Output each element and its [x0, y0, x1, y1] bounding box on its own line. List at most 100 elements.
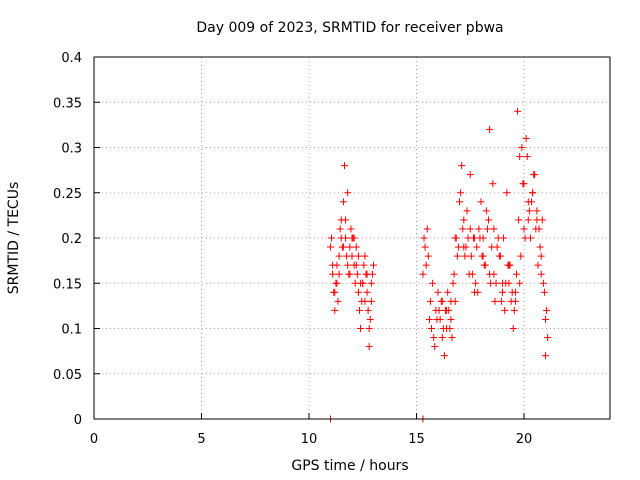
data-point — [495, 252, 503, 260]
data-point — [512, 270, 520, 278]
y-tick-label: 0.15 — [53, 277, 82, 292]
y-tick-label: 0.35 — [53, 96, 82, 111]
data-point — [479, 234, 487, 242]
data-point — [497, 297, 505, 305]
data-point — [365, 343, 373, 351]
data-point — [509, 325, 517, 332]
data-point — [423, 225, 431, 233]
data-point — [438, 297, 446, 305]
data-points — [327, 107, 552, 423]
data-point — [331, 306, 339, 314]
data-point — [467, 252, 475, 260]
data-point — [489, 180, 497, 188]
data-point — [461, 252, 469, 260]
data-point — [478, 252, 486, 260]
data-point — [474, 288, 482, 296]
data-point — [519, 180, 527, 188]
data-point — [516, 153, 524, 161]
data-point — [463, 207, 471, 215]
data-point — [457, 189, 465, 197]
data-point — [449, 279, 457, 287]
data-point — [431, 343, 439, 351]
data-point — [537, 252, 545, 260]
data-point — [536, 243, 544, 251]
data-point — [521, 234, 529, 242]
data-point — [486, 270, 494, 278]
data-point — [346, 243, 354, 251]
data-point — [357, 325, 365, 332]
data-point — [471, 234, 479, 242]
data-point — [354, 288, 362, 296]
data-point — [348, 234, 356, 242]
data-point — [533, 216, 541, 224]
data-point — [433, 315, 441, 323]
axis-ticks: 0 5 10 15 20 0 0.05 0.1 0.15 0.2 0.25 0.3 0.35 0.4 — [53, 51, 532, 447]
y-axis-label: SRMTID / TECUs — [6, 182, 22, 295]
data-point — [490, 225, 498, 233]
data-point — [430, 334, 438, 342]
data-point — [422, 261, 430, 269]
data-point — [475, 225, 483, 233]
data-point — [444, 288, 452, 296]
data-point — [328, 234, 336, 242]
x-tick-label: 20 — [516, 432, 533, 447]
data-point — [534, 261, 542, 269]
data-point — [520, 225, 528, 233]
data-point — [515, 216, 523, 224]
data-point — [539, 279, 547, 287]
data-point — [514, 107, 522, 115]
data-point — [367, 297, 375, 305]
data-point — [337, 234, 345, 242]
data-point — [482, 207, 490, 215]
x-axis-label: GPS time / hours — [291, 458, 408, 474]
data-point — [438, 334, 446, 342]
data-point — [516, 279, 524, 287]
data-point — [446, 325, 454, 332]
data-point — [367, 279, 375, 287]
data-point — [335, 270, 343, 278]
data-point — [522, 134, 530, 142]
y-tick-label: 0.3 — [61, 142, 82, 157]
data-point — [533, 207, 541, 215]
data-point — [544, 334, 552, 342]
data-point — [460, 216, 468, 224]
data-point — [537, 270, 545, 278]
data-point — [499, 279, 506, 287]
data-point — [419, 270, 427, 278]
data-point — [339, 198, 347, 206]
data-point — [352, 261, 360, 269]
data-point — [329, 270, 337, 278]
data-point — [485, 216, 493, 224]
data-point — [342, 216, 350, 224]
data-point — [540, 288, 548, 296]
data-point — [466, 171, 474, 179]
data-point — [465, 270, 473, 278]
data-point — [357, 279, 365, 287]
data-point — [443, 306, 451, 314]
data-point — [331, 288, 339, 296]
data-point — [508, 288, 516, 296]
y-tick-label: 0.2 — [61, 232, 82, 247]
data-point — [459, 225, 467, 233]
x-tick-label: 15 — [408, 432, 425, 447]
data-point — [366, 315, 374, 323]
data-point — [487, 279, 495, 287]
data-point — [448, 334, 456, 342]
x-tick-label: 0 — [90, 432, 98, 447]
data-point — [505, 261, 513, 269]
data-point — [542, 315, 549, 323]
data-point — [329, 261, 337, 269]
data-point — [525, 207, 533, 215]
data-point — [346, 270, 354, 278]
x-tick-label: 10 — [301, 432, 318, 447]
data-point — [453, 252, 461, 260]
plot-border — [93, 56, 611, 420]
data-point — [500, 234, 508, 242]
data-point — [340, 162, 348, 170]
data-point — [472, 279, 480, 287]
data-point — [365, 325, 373, 332]
data-point — [429, 279, 437, 287]
data-point — [517, 252, 525, 260]
data-point — [364, 306, 372, 314]
